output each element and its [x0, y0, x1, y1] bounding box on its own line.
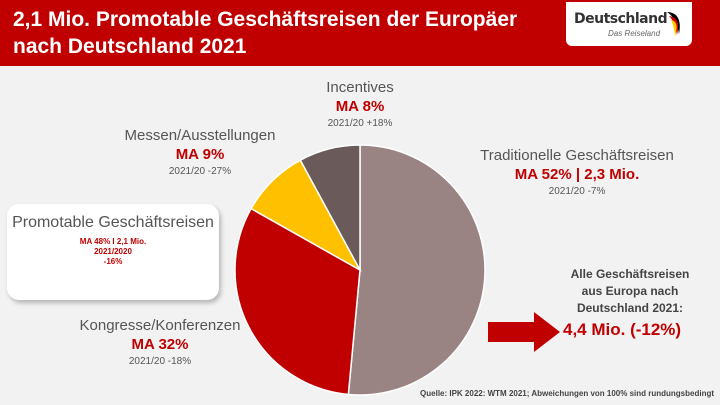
slice-share: MA 32% [131, 336, 189, 353]
label-messen: Messen/Ausstellungen MA 9% 2021/20 -27% [100, 127, 300, 177]
slice-label: Incentives [326, 79, 394, 96]
promotable-title: Promotable Geschäftsreisen [12, 214, 214, 231]
promotable-period: 2021/2020 [94, 247, 132, 256]
pie-slice-0 [347, 144, 486, 396]
deutschland-logo: Deutschland Das Reiseland [566, 2, 692, 46]
slice-share: MA 52% | 2,3 Mio. [514, 166, 640, 183]
promotable-change: -16% [103, 257, 123, 266]
slice-label: Traditionelle Geschäftsreisen [480, 147, 674, 164]
source-note: Quelle: IPK 2022: WTM 2021; Abweichungen… [420, 389, 714, 398]
label-kongresse: Kongresse/Konferenzen MA 32% 2021/20 -18… [40, 317, 280, 367]
pie-slice-3 [299, 144, 361, 271]
slice-change: 2021/20 -7% [548, 186, 606, 197]
label-incentives: Incentives MA 8% 2021/20 +18% [290, 79, 430, 129]
logo-text: Deutschland [574, 11, 668, 27]
slice-change: 2021/20 -18% [128, 356, 192, 367]
page-title: 2,1 Mio. Promotable Geschäftsreisen der … [13, 8, 518, 58]
promotable-values: MA 48% I 2,1 Mio. 2021/2020 -16% [7, 237, 219, 267]
label-traditionelle: Traditionelle Geschäftsreisen MA 52% | 2… [447, 147, 707, 197]
header-bar: 2,1 Mio. Promotable Geschäftsreisen der … [0, 0, 720, 66]
right-arrow-icon [488, 312, 560, 352]
total-note: Alle Geschäftsreisen aus Europa nach Deu… [570, 267, 690, 315]
pie-slice-1 [234, 207, 361, 396]
promotable-share: MA 48% I 2,1 Mio. [79, 237, 147, 246]
total-value: 4,4 Mio. (-12%) [563, 320, 682, 339]
slice-share: MA 8% [335, 98, 385, 115]
slice-change: 2021/20 -27% [168, 166, 232, 177]
slice-change: 2021/20 +18% [327, 118, 393, 129]
slice-share: MA 9% [175, 146, 225, 163]
slice-label: Kongresse/Konferenzen [79, 317, 241, 334]
slice-label: Messen/Ausstellungen [124, 127, 276, 144]
promotable-box: Promotable Geschäftsreisen MA 48% I 2,1 … [7, 204, 219, 300]
logo-subtitle: Das Reiseland [608, 29, 661, 38]
flag-swoosh-icon [667, 12, 680, 36]
